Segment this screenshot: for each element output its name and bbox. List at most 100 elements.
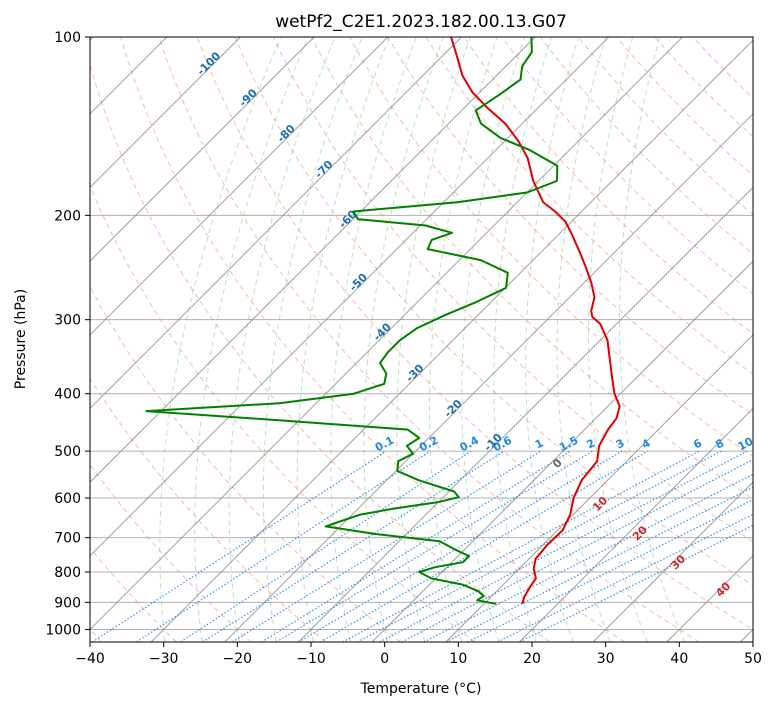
isotherm-line xyxy=(90,37,389,336)
moist-adiabat-line xyxy=(296,37,390,642)
moist-adiabat-line xyxy=(619,37,686,642)
dry-adiabat-line xyxy=(349,37,753,458)
mixing-ratio-label: 1 xyxy=(533,436,546,451)
isotherm-label: -90 xyxy=(236,86,259,109)
y-tick-label: 400 xyxy=(54,387,81,403)
mixing-ratio-line xyxy=(379,450,748,642)
isotherm-line xyxy=(90,37,536,483)
y-tick-label: 600 xyxy=(54,491,81,507)
dry-adiabat-line xyxy=(90,547,177,642)
dry-adiabat-line xyxy=(501,37,753,295)
isotherm-line xyxy=(445,334,753,642)
x-tick-label: −40 xyxy=(75,651,105,667)
chart-title: wetPf2_C2E1.2023.182.00.13.G07 xyxy=(275,12,567,32)
mixing-ratio-line xyxy=(401,458,753,642)
moist-adiabat-line xyxy=(363,37,444,642)
mixing-ratio-line xyxy=(357,450,722,642)
dry-adiabat-line xyxy=(463,37,753,335)
mixing-ratio-label: 4 xyxy=(640,436,653,451)
plot-frame xyxy=(89,36,754,643)
mixing-ratio-label: 3 xyxy=(614,436,627,451)
dry-adiabat-label: 30 xyxy=(668,552,688,572)
dry-adiabat-line xyxy=(692,37,753,99)
x-tick-label: 20 xyxy=(523,651,541,667)
mixing-ratio-line xyxy=(467,499,753,642)
dry-adiabat-line xyxy=(120,37,625,642)
x-axis-ticks: −40 −30 −20 −10 0 10 20 30 40 50 xyxy=(75,642,762,667)
dewpoint-profile-line xyxy=(145,37,559,605)
y-tick-label: 1000 xyxy=(45,622,81,638)
isotherm-line xyxy=(592,481,753,642)
y-tick-label: 500 xyxy=(54,444,81,460)
dry-adiabat-label: 20 xyxy=(630,523,650,543)
mixing-ratio-line xyxy=(423,473,753,642)
isotherm-line xyxy=(740,628,753,642)
isotherm-label: -40 xyxy=(371,320,394,343)
dry-adiabat-line xyxy=(234,37,753,586)
dry-adiabat-label: 40 xyxy=(713,579,733,599)
mixing-ratio-label: 10 xyxy=(736,435,756,454)
y-tick-label: 900 xyxy=(54,595,81,611)
y-tick-label: 300 xyxy=(54,313,81,329)
y-tick-label: 800 xyxy=(54,565,81,581)
mixing-ratio-line xyxy=(445,486,753,642)
isotherm-label: -70 xyxy=(312,158,335,181)
moist-adiabats xyxy=(159,37,686,642)
mixing-ratio-line xyxy=(202,450,505,642)
dry-adiabat-line xyxy=(90,377,327,642)
isotherm-line xyxy=(298,186,753,642)
mixing-ratio-line xyxy=(497,513,753,642)
y-axis-ticks: 1000 900 800 700 600 500 400 300 200 100 xyxy=(45,30,90,638)
isotherm-label: -50 xyxy=(347,270,370,293)
dry-adiabats xyxy=(90,37,753,642)
x-axis-label: Temperature (°C) xyxy=(360,681,482,697)
isotherm-line xyxy=(150,39,753,642)
isotherm-label: -100 xyxy=(194,49,223,78)
x-tick-label: 30 xyxy=(597,651,615,667)
plot-area: 0.10.20.40.611.52346810131620253036-100-… xyxy=(90,37,775,642)
pressure-grid xyxy=(90,37,753,630)
moist-adiabat-line xyxy=(461,37,525,642)
x-tick-label: −10 xyxy=(296,651,326,667)
isotherm-label: -30 xyxy=(403,361,426,384)
x-tick-label: −30 xyxy=(149,651,179,667)
y-tick-label: 200 xyxy=(54,208,81,224)
isotherm-line xyxy=(90,37,610,557)
isotherm-line xyxy=(90,37,462,410)
isotherm-line xyxy=(666,555,753,642)
mixing-ratio-line xyxy=(261,450,571,642)
dry-adiabat-line xyxy=(196,37,753,630)
isotherm-line xyxy=(90,37,683,631)
isotherm-line xyxy=(371,260,753,642)
y-axis-label: Pressure (hPa) xyxy=(13,289,29,389)
dry-adiabat-line xyxy=(387,37,753,416)
x-tick-label: 0 xyxy=(380,651,389,667)
dry-adiabat-line xyxy=(90,184,476,642)
y-tick-label: 700 xyxy=(54,531,81,547)
dry-adiabat-line xyxy=(90,285,401,642)
isotherm-line xyxy=(519,407,753,642)
mixing-ratio-line xyxy=(91,450,387,642)
mixing-ratio-line xyxy=(136,450,431,642)
dry-adiabat-line xyxy=(90,62,551,642)
mixing-ratio-line xyxy=(320,450,649,642)
mixing-ratio-line xyxy=(342,450,700,642)
isotherm-line xyxy=(224,113,753,642)
isotherm-label: -80 xyxy=(275,122,298,145)
dry-adiabat-line xyxy=(654,37,753,138)
dry-adiabat-line xyxy=(90,463,252,642)
isotherm-line xyxy=(90,37,241,189)
moist-adiabat-line xyxy=(159,37,282,642)
mixing-ratio-line xyxy=(519,524,753,642)
dry-adiabat-label: 10 xyxy=(590,494,610,514)
mixing-ratio-line xyxy=(180,450,472,642)
x-tick-label: 40 xyxy=(670,651,688,667)
dry-adiabat-line xyxy=(158,37,700,642)
x-tick-label: 50 xyxy=(744,651,762,667)
mixing-ratio-label: 13 xyxy=(758,435,775,454)
dry-adiabat-label: 0 xyxy=(550,456,565,471)
mixing-ratio-label: 2 xyxy=(584,436,597,451)
moist-adiabat-line xyxy=(525,37,579,642)
isotherms xyxy=(90,37,753,642)
